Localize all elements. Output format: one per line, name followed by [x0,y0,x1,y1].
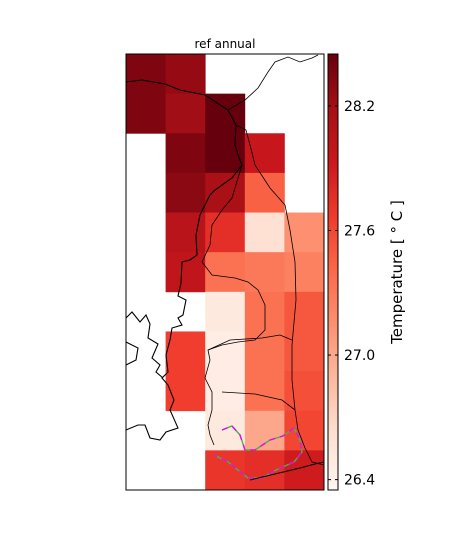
heatmap-cell [165,133,206,174]
heatmap-cells [126,54,325,491]
heatmap-cell [205,331,246,372]
heatmap-cell [205,93,246,134]
heatmap-cell [284,371,325,412]
chart-title: ref annual [195,37,256,51]
heatmap-cell [244,133,285,174]
heatmap-cell [284,291,325,332]
heatmap-cell [205,172,246,213]
colorbar-ticks: 26.4 27.0 27.6 28.2 [328,99,375,489]
heatmap-cell [244,410,285,451]
colorbar-tick-label: 28.2 [344,99,375,115]
colorbar: 26.4 27.0 27.6 28.2 [327,53,375,491]
heatmap-cell [205,291,246,332]
heatmap-cell [244,371,285,412]
colorbar-label: Temperature [ ° C ] [388,200,406,345]
heatmap-cell [165,331,206,372]
border-east [235,124,325,466]
coast-south [249,461,325,481]
border-north [227,54,319,111]
heatmap-cell [205,212,246,253]
heatmap-cell [244,172,285,213]
heatmap-cell [126,93,166,134]
colorbar-tick-label: 27.6 [344,223,375,239]
colorbar-tick-label: 27.0 [344,348,375,364]
heatmap-cell [126,54,166,95]
map-frame [125,53,325,491]
coastline [125,79,243,441]
heatmap-cell [165,93,206,134]
map-borders [125,54,325,481]
heatmap-cell [244,212,285,253]
heatmap-cell [244,450,285,491]
heatmap-cell [284,331,325,372]
heatmap-cell [244,331,285,372]
highlight-boundary-magenta [213,425,303,479]
heatmap-cell [205,410,246,451]
heatmap-cell [244,252,285,293]
heatmap-cell [284,252,325,293]
heatmap-cell [284,212,325,253]
colorbar-tick-label: 26.4 [344,473,375,489]
heatmap-cell [165,252,206,293]
heatmap-cell [205,133,246,174]
heatmap-cell [165,54,206,95]
border-internal [207,334,296,411]
heatmap-cell [165,172,206,213]
colorbar-gradient [327,53,339,491]
heatmap-cell [205,252,246,293]
border-inland [201,164,266,446]
